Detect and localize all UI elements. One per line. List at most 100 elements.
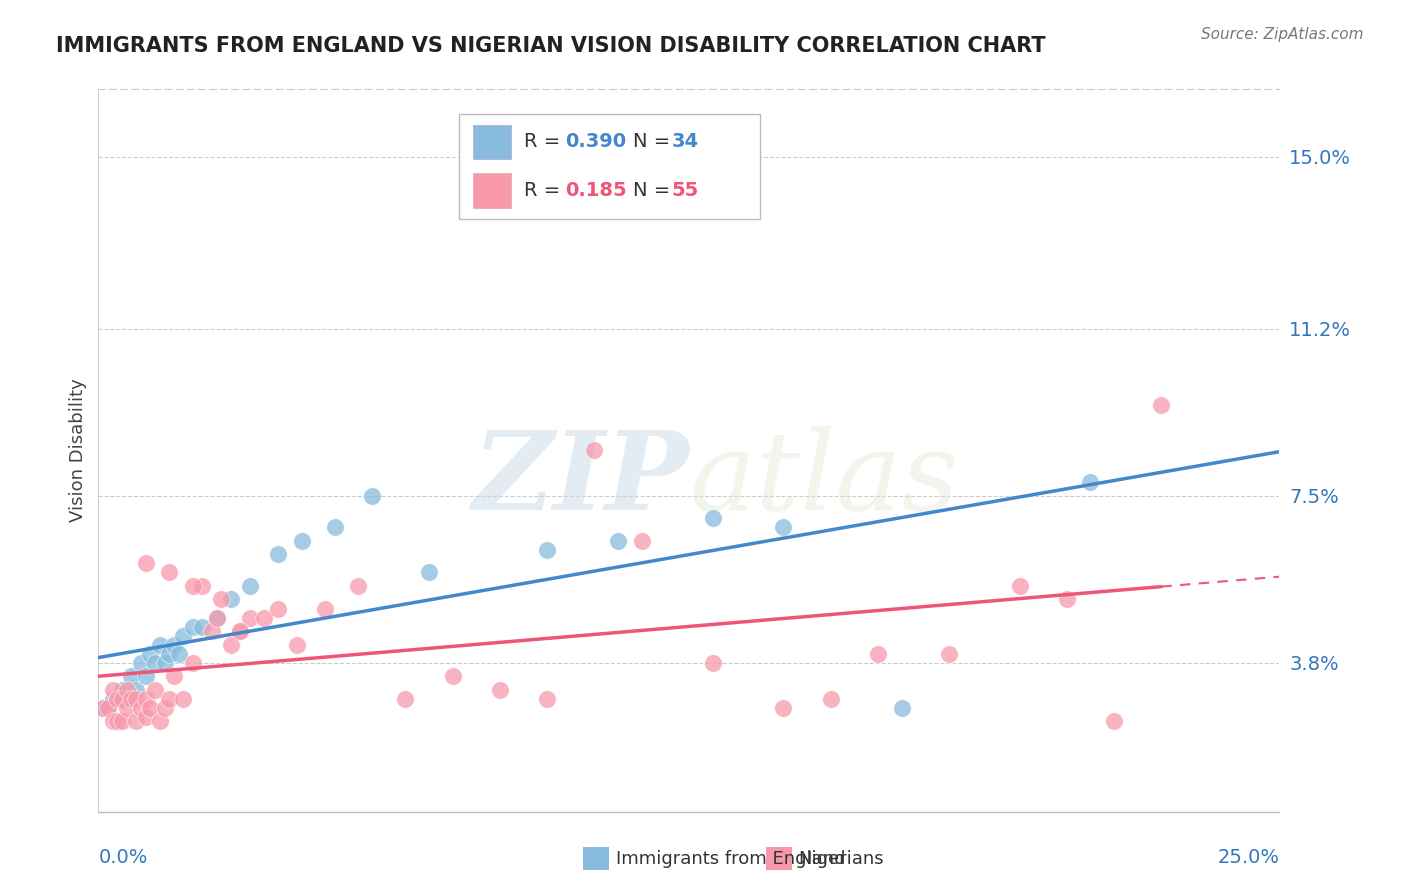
Point xyxy=(129,701,152,715)
Point xyxy=(111,691,134,706)
Point xyxy=(205,610,228,624)
Point xyxy=(125,714,148,729)
Point xyxy=(135,691,157,706)
Point xyxy=(772,701,794,715)
Point xyxy=(125,691,148,706)
Point xyxy=(121,669,143,683)
Text: N =: N = xyxy=(634,132,676,152)
Text: R =: R = xyxy=(523,132,567,152)
Text: 0.0%: 0.0% xyxy=(98,847,148,867)
Point xyxy=(143,682,166,697)
Y-axis label: Vision Disability: Vision Disability xyxy=(69,378,87,523)
Point xyxy=(105,691,128,706)
Point xyxy=(219,638,242,652)
Point xyxy=(111,682,134,697)
Point xyxy=(135,557,157,571)
Point xyxy=(201,624,224,639)
Text: ZIP: ZIP xyxy=(472,425,689,533)
Point xyxy=(172,691,194,706)
Point xyxy=(219,592,242,607)
Point xyxy=(163,638,186,652)
Point xyxy=(702,511,724,525)
Point xyxy=(239,579,262,593)
Point xyxy=(149,714,172,729)
Point xyxy=(267,601,290,615)
Text: Immigrants from England: Immigrants from England xyxy=(616,850,845,868)
Point xyxy=(290,533,312,548)
Text: Source: ZipAtlas.com: Source: ZipAtlas.com xyxy=(1201,27,1364,42)
Point xyxy=(890,701,912,715)
Point xyxy=(938,647,960,661)
Point xyxy=(105,714,128,729)
Point xyxy=(205,610,228,624)
Point xyxy=(536,691,558,706)
Point xyxy=(209,592,232,607)
Point xyxy=(129,656,152,670)
Point xyxy=(361,489,384,503)
Point xyxy=(1102,714,1125,729)
Point xyxy=(139,701,162,715)
Point xyxy=(143,656,166,670)
Point xyxy=(121,691,143,706)
Point xyxy=(1008,579,1031,593)
Point xyxy=(181,619,204,633)
Point xyxy=(115,701,138,715)
Point xyxy=(139,647,162,661)
Point xyxy=(153,656,176,670)
FancyBboxPatch shape xyxy=(472,173,510,208)
Text: Nigerians: Nigerians xyxy=(799,850,884,868)
Text: N =: N = xyxy=(634,181,676,200)
Point xyxy=(157,691,180,706)
Point xyxy=(866,647,889,661)
Text: atlas: atlas xyxy=(689,425,959,533)
Point xyxy=(323,520,346,534)
Point xyxy=(91,701,114,715)
Point xyxy=(820,691,842,706)
Point xyxy=(1150,398,1173,412)
Text: R =: R = xyxy=(523,181,567,200)
FancyBboxPatch shape xyxy=(458,114,759,219)
Point xyxy=(115,691,138,706)
Point xyxy=(91,701,114,715)
Point xyxy=(181,579,204,593)
Point xyxy=(101,714,124,729)
Point xyxy=(441,669,464,683)
Point xyxy=(229,624,252,639)
Text: 55: 55 xyxy=(671,181,699,200)
Point xyxy=(97,701,120,715)
FancyBboxPatch shape xyxy=(472,125,510,160)
Point xyxy=(267,547,290,561)
Point xyxy=(191,619,214,633)
Text: IMMIGRANTS FROM ENGLAND VS NIGERIAN VISION DISABILITY CORRELATION CHART: IMMIGRANTS FROM ENGLAND VS NIGERIAN VISI… xyxy=(56,36,1046,55)
Point xyxy=(157,566,180,580)
Point xyxy=(1080,475,1102,489)
Point xyxy=(101,682,124,697)
Point xyxy=(489,682,512,697)
Point xyxy=(253,610,276,624)
Point xyxy=(1056,592,1078,607)
Text: 0.390: 0.390 xyxy=(565,132,626,152)
Point xyxy=(135,710,157,724)
Point xyxy=(167,647,190,661)
Point xyxy=(101,691,124,706)
Point xyxy=(97,701,120,715)
Point xyxy=(418,566,440,580)
Point xyxy=(172,629,194,643)
Point xyxy=(181,656,204,670)
Point xyxy=(115,682,138,697)
Text: 0.185: 0.185 xyxy=(565,181,627,200)
Point xyxy=(135,669,157,683)
Point xyxy=(394,691,416,706)
Point xyxy=(607,533,630,548)
Point xyxy=(163,669,186,683)
Point xyxy=(347,579,370,593)
Point xyxy=(630,533,652,548)
Point xyxy=(229,624,252,639)
Point xyxy=(702,656,724,670)
Point xyxy=(239,610,262,624)
Point xyxy=(153,701,176,715)
Point xyxy=(149,638,172,652)
Point xyxy=(583,443,606,458)
Point xyxy=(314,601,336,615)
Point xyxy=(125,682,148,697)
